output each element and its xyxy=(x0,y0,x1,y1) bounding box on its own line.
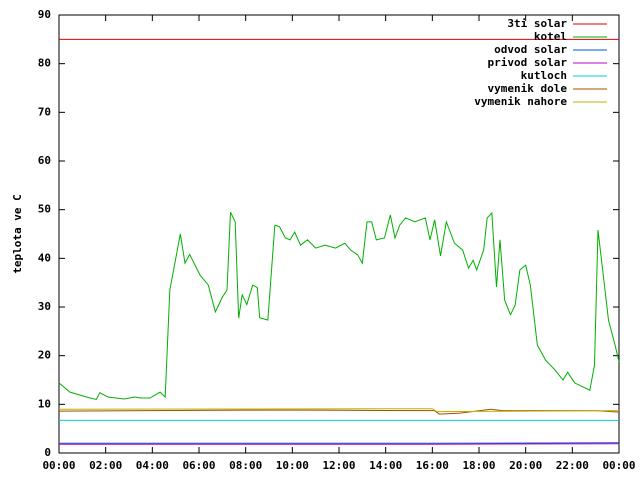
x-tick-label: 08:00 xyxy=(229,459,262,472)
x-tick-label: 04:00 xyxy=(136,459,169,472)
x-tick-label: 14:00 xyxy=(369,459,402,472)
y-tick-label: 0 xyxy=(44,446,51,459)
legend-label: vymenik nahore xyxy=(474,95,567,108)
legend-label: kotel xyxy=(534,30,567,43)
legend-label: 3ti solar xyxy=(507,17,567,30)
x-tick-label: 00:00 xyxy=(602,459,635,472)
x-tick-label: 12:00 xyxy=(322,459,355,472)
y-tick-label: 80 xyxy=(38,57,51,70)
x-tick-label: 20:00 xyxy=(509,459,542,472)
y-tick-label: 90 xyxy=(38,8,51,21)
legend-label: vymenik dole xyxy=(488,82,568,95)
y-tick-label: 10 xyxy=(38,397,51,410)
series-line xyxy=(58,408,620,415)
y-tick-label: 70 xyxy=(38,105,51,118)
legend-label: odvod solar xyxy=(494,43,567,56)
y-tick-label: 40 xyxy=(38,251,51,264)
x-tick-label: 10:00 xyxy=(276,459,309,472)
x-tick-label: 06:00 xyxy=(182,459,215,472)
y-axis-label: teplota ve C xyxy=(11,194,24,273)
y-tick-label: 60 xyxy=(38,154,51,167)
series-line xyxy=(58,408,620,413)
legend-label: privod solar xyxy=(488,56,568,69)
x-tick-label: 18:00 xyxy=(462,459,495,472)
y-tick-label: 20 xyxy=(38,349,51,362)
x-tick-label: 00:00 xyxy=(42,459,75,472)
x-tick-label: 02:00 xyxy=(89,459,122,472)
y-tick-label: 30 xyxy=(38,300,51,313)
legend-label: kutloch xyxy=(521,69,567,82)
x-tick-label: 16:00 xyxy=(416,459,449,472)
y-tick-label: 50 xyxy=(38,203,51,216)
series-line xyxy=(58,211,620,401)
x-tick-label: 22:00 xyxy=(556,459,589,472)
